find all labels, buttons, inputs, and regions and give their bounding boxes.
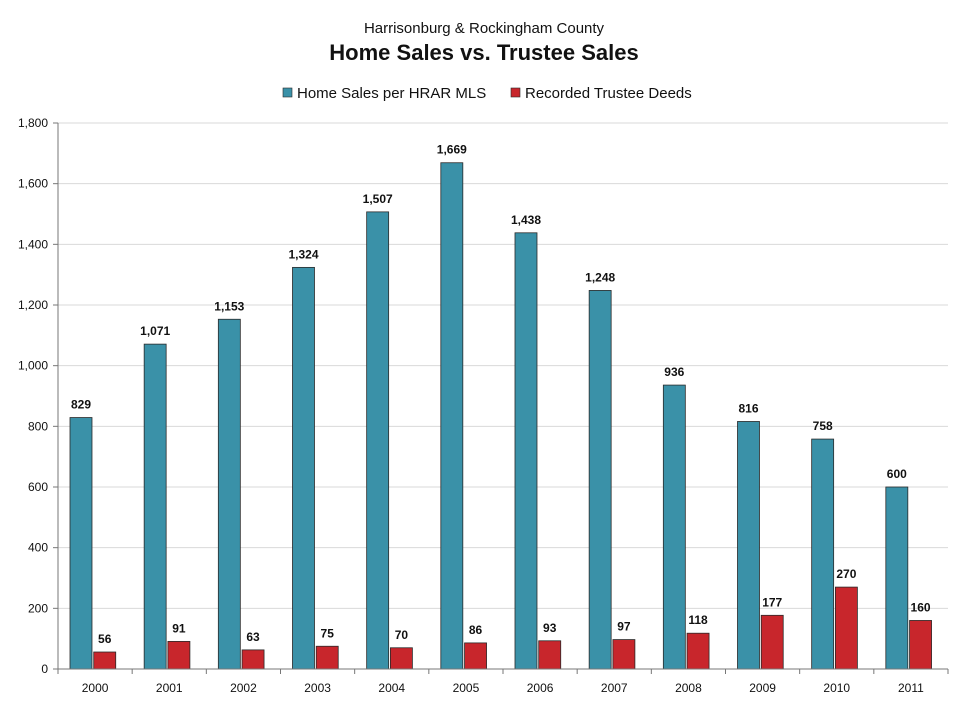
x-tick-label: 2000 [82,681,109,695]
bar-trustee-deeds [167,640,191,670]
bar-home-sales [366,211,390,670]
y-tick-label: 600 [28,480,48,494]
data-label-home-sales: 1,324 [288,247,318,261]
bar-home-sales [737,421,760,670]
x-tick-label: 2006 [527,681,554,695]
data-label-home-sales: 1,153 [214,299,244,313]
bar-home-sales [143,343,167,670]
data-label-trustee-deeds: 270 [836,567,856,581]
y-tick-label: 1,200 [18,298,48,312]
y-tick-label: 1,000 [18,359,48,373]
legend: Home Sales per HRAR MLS Recorded Trustee… [282,85,692,102]
chart-title: Home Sales vs. Trustee Sales [329,40,638,65]
x-tick-label: 2005 [453,681,480,695]
data-label-trustee-deeds: 93 [543,621,557,635]
data-label-trustee-deeds: 70 [395,628,409,642]
x-tick-label: 2008 [675,681,702,695]
data-label-trustee-deeds: 75 [321,626,335,640]
bar-home-sales [440,162,464,670]
legend-swatch-trustee-deeds [510,87,521,98]
y-tick-label: 200 [28,601,48,615]
data-label-home-sales: 1,071 [140,324,170,338]
bar-trustee-deeds [909,620,932,670]
data-label-home-sales: 829 [71,398,91,412]
bar-trustee-deeds [464,642,487,670]
x-tick-label: 2007 [601,681,628,695]
x-tick-label: 2002 [230,681,257,695]
bar-home-sales [69,417,93,670]
data-label-trustee-deeds: 177 [762,595,782,609]
data-label-trustee-deeds: 56 [98,632,112,646]
bar-trustee-deeds [315,645,339,670]
data-label-trustee-deeds: 91 [172,621,186,635]
bar-home-sales [514,232,538,670]
x-tick-label: 2003 [304,681,331,695]
data-label-home-sales: 758 [813,419,833,433]
x-axis: 2000 2001 2002 2003 2004 2005 2006 2007 2008 2009… [57,668,949,695]
data-label-home-sales: 600 [887,467,907,481]
x-tick-label: 2001 [156,681,183,695]
bar-trustee-deeds [834,586,858,670]
chart-subtitle: Harrisonburg & Rockingham County [364,20,605,37]
data-label-home-sales: 1,248 [585,270,615,284]
y-tick-label: 1,400 [18,237,48,251]
data-labels: 829 1,071 1,153 1,324 1,507 1,669 1,438 1,248 93… [71,143,931,646]
bar-home-sales [811,438,835,670]
legend-label-trustee-deeds: Recorded Trustee Deeds [525,85,692,102]
data-label-trustee-deeds: 97 [617,620,631,634]
bar-trustee-deeds [241,649,265,670]
y-tick-label: 0 [41,662,48,676]
y-tick-label: 1,800 [18,116,48,130]
y-tick-label: 800 [28,419,48,433]
data-label-home-sales: 1,438 [511,213,541,227]
bar-trustee-deeds [686,632,710,670]
bar-home-sales [662,384,686,670]
bar-trustee-deeds [612,639,636,670]
y-tick-label: 400 [28,541,48,555]
data-label-trustee-deeds: 118 [688,613,708,627]
data-label-home-sales: 816 [738,401,758,415]
bars [69,162,932,670]
x-tick-label: 2009 [749,681,776,695]
bar-trustee-deeds [760,614,784,670]
bar-home-sales [588,290,612,670]
data-label-home-sales: 936 [664,365,684,379]
bar-home-sales [292,266,315,670]
bar-home-sales [885,486,909,670]
data-label-trustee-deeds: 63 [246,630,260,644]
bar-trustee-deeds [389,647,413,670]
data-label-trustee-deeds: 86 [469,623,483,637]
bar-home-sales [217,318,241,670]
y-tick-label: 1,600 [18,177,48,191]
data-label-home-sales: 1,507 [363,192,393,206]
legend-label-home-sales: Home Sales per HRAR MLS [297,85,486,102]
data-label-trustee-deeds: 160 [911,600,931,614]
legend-swatch-home-sales [282,87,293,98]
y-axis: 0 200 400 600 800 1,000 1,200 1,400 1,600 1,800 [18,116,59,676]
x-tick-label: 2010 [823,681,850,695]
x-tick-label: 2004 [378,681,405,695]
bar-trustee-deeds [93,651,117,670]
gridlines [58,122,948,609]
x-tick-label: 2011 [898,681,924,695]
bar-trustee-deeds [538,640,562,670]
data-label-home-sales: 1,669 [437,143,467,157]
